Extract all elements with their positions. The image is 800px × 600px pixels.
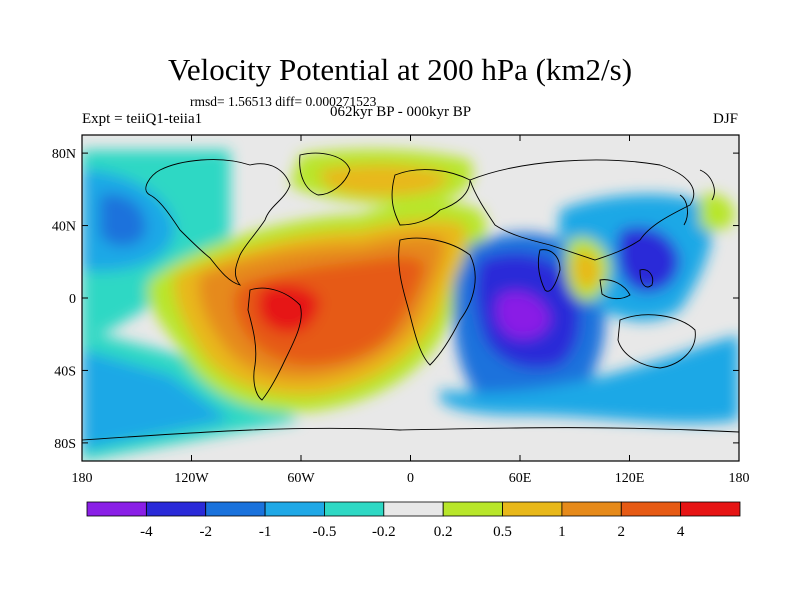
period-label: 062kyr BP - 000kyr BP [330,104,472,120]
stats-text: rmsd= 1.56513 diff= 0.000271523 [190,94,377,109]
lon-tick-label: 120E [615,471,645,486]
colorbar-label: 0.5 [493,524,512,540]
lon-tick-label: 0 [407,471,414,486]
coastlines [82,152,739,441]
colorbar-label: -1 [259,524,272,540]
lat-tick-label: 80N [52,147,76,162]
colorbar-swatch [442,501,503,517]
colorbar-swatch [86,501,147,517]
colorbar-swatch [620,501,682,517]
colorbar-label: -0.2 [372,524,396,540]
lat-tick-label: 0 [69,292,76,307]
colorbar-swatch [502,501,563,517]
colorbar-label: 0.2 [434,524,453,540]
longitude-axis: 180 120W 60W 0 60E 120E 180 [72,135,750,486]
lon-tick-label: 120W [174,471,209,486]
colorbar-swatch [561,501,622,517]
lon-tick-label: 60W [287,471,315,486]
colorbar-swatch [324,501,385,517]
colorbar-swatch [145,501,207,517]
lon-tick-label: 180 [72,471,93,486]
colorbar-label: 2 [618,524,626,540]
colorbar-swatch [383,501,444,517]
colorbar-label: -0.5 [313,524,337,540]
experiment-label: Expt = teiiQ1-teiia1 [82,111,203,127]
colorbar: -4 -2 -1 -0.5 -0.2 0.2 0.5 1 2 4 [86,501,741,540]
lon-tick-label: 60E [509,471,532,486]
colorbar-label: 1 [558,524,566,540]
lon-tick-label: 180 [729,471,750,486]
colorbar-label: 4 [677,524,685,540]
colorbar-swatch [205,501,266,517]
colorbar-label: -4 [140,524,153,540]
lat-tick-label: 40S [54,364,76,379]
chart-title: Velocity Potential at 200 hPa (km2/s) [167,52,633,87]
colorbar-swatch [264,501,325,517]
season-label: DJF [712,111,738,127]
lat-tick-label: 80S [54,437,76,452]
contour-field [82,135,739,461]
lat-tick-label: 40N [52,220,76,235]
latitude-axis: 80N 40N 0 40S 80S [52,147,739,452]
colorbar-label: -2 [199,524,212,540]
colorbar-swatch [680,501,741,517]
